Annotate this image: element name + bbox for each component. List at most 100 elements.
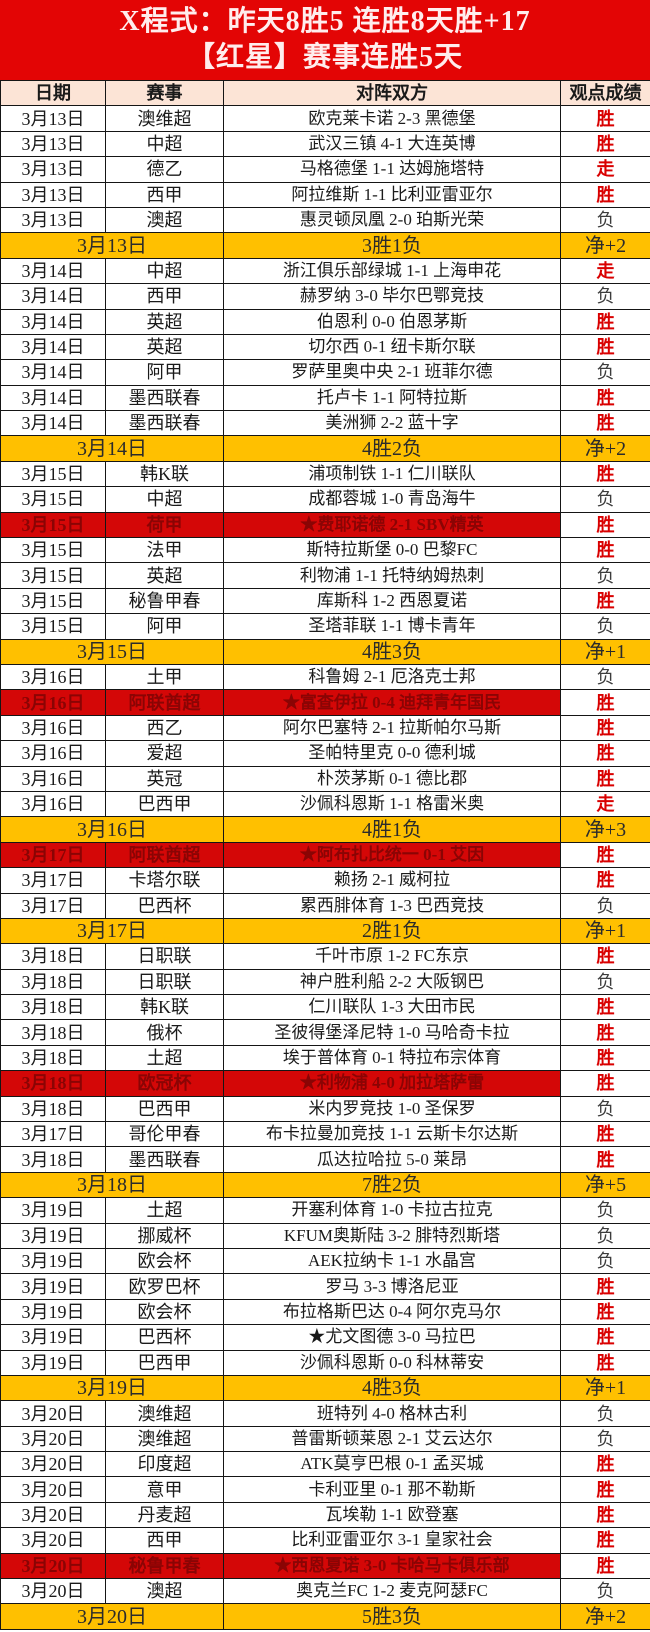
- match-row: 3月14日 西甲 赫罗纳 3-0 毕尔巴鄂竞技负: [0, 283, 650, 310]
- match-row: 3月16日 爱超 圣帕特里克 0-0 德利城胜: [0, 740, 650, 767]
- match-cell: ★阿布扎比统一 0-1 艾因: [223, 841, 561, 869]
- match-cell: 普雷斯顿莱恩 2-1 艾云达尔: [223, 1425, 561, 1453]
- match-row: 3月20日 丹麦超 瓦埃勒 1-1 欧登塞胜: [0, 1501, 650, 1529]
- match-row: 3月16日 英冠 朴茨茅斯 0-1 德比郡胜: [0, 765, 650, 792]
- date-cell: 3月14日: [0, 359, 106, 386]
- result-cell: 胜: [560, 537, 650, 564]
- match-cell: 浦项制铁 1-1 仁川联队: [223, 460, 561, 488]
- league-cell: 韩K联: [105, 460, 224, 488]
- match-row: 3月19日 土超 开塞利体育 1-0 卡拉古拉克负: [0, 1197, 650, 1224]
- match-row: 3月19日 欧罗巴杯 罗马 3-3 博洛尼亚胜: [0, 1273, 650, 1300]
- result-cell: 胜: [560, 308, 650, 335]
- date-cell: 3月20日: [0, 1552, 106, 1580]
- match-row: 3月16日 土甲 科鲁姆 2-1 厄洛克士邦负: [0, 663, 650, 691]
- match-cell: 切尔西 0-1 纽卡斯尔联: [223, 333, 561, 361]
- summary-date: 3月20日: [0, 1603, 224, 1630]
- result-cell: 胜: [560, 867, 650, 894]
- result-cell: 胜: [560, 1324, 650, 1351]
- league-cell: 巴西杯: [105, 892, 224, 919]
- date-cell: 3月13日: [0, 206, 106, 234]
- match-row: 3月20日 意甲 卡利亚里 0-1 那不勒斯胜: [0, 1476, 650, 1503]
- match-cell: 埃于普体育 0-1 特拉布宗体育: [223, 1044, 561, 1072]
- date-cell: 3月16日: [0, 689, 106, 716]
- match-row: 3月14日 英超 伯恩利 0-0 伯恩茅斯胜: [0, 308, 650, 335]
- league-cell: 英超: [105, 333, 224, 361]
- result-cell: 负: [560, 562, 650, 589]
- match-row: 3月13日 澳超 惠灵顿凤凰 2-0 珀斯光荣负: [0, 206, 650, 234]
- date-cell: 3月15日: [0, 587, 106, 615]
- match-cell: 利物浦 1-1 托特纳姆热刺: [223, 562, 561, 589]
- league-cell: 俄杯: [105, 1019, 224, 1046]
- result-cell: 胜: [560, 1070, 650, 1097]
- match-row: 3月14日 阿甲 罗萨里奥中央 2-1 班菲尔德负: [0, 359, 650, 386]
- result-cell: 胜: [560, 1349, 650, 1376]
- date-cell: 3月18日: [0, 968, 106, 996]
- match-cell: 惠灵顿凤凰 2-0 珀斯光荣: [223, 206, 561, 234]
- result-cell: 胜: [560, 333, 650, 361]
- match-row: 3月15日 中超 成都蓉城 1-0 青岛海牛负: [0, 486, 650, 513]
- date-cell: 3月20日: [0, 1425, 106, 1453]
- result-cell: 胜: [560, 1298, 650, 1326]
- league-cell: 阿甲: [105, 613, 224, 640]
- summary-net: 净+3: [560, 816, 650, 843]
- date-cell: 3月16日: [0, 765, 106, 792]
- date-cell: 3月19日: [0, 1298, 106, 1326]
- match-cell: 罗马 3-3 博洛尼亚: [223, 1273, 561, 1300]
- match-row: 3月18日 俄杯 圣彼得堡泽尼特 1-0 马哈奇卡拉胜: [0, 1019, 650, 1046]
- league-cell: 巴西甲: [105, 1349, 224, 1376]
- match-row: 3月20日 澳维超 普雷斯顿莱恩 2-1 艾云达尔负: [0, 1425, 650, 1453]
- match-cell: 罗萨里奥中央 2-1 班菲尔德: [223, 359, 561, 386]
- summary-record: 2胜1负: [223, 917, 561, 945]
- match-row: 3月14日 中超 浙江俱乐部绿城 1-1 上海申花走: [0, 257, 650, 285]
- result-cell: 胜: [560, 714, 650, 742]
- match-cell: 马格德堡 1-1 达姆施塔特: [223, 156, 561, 183]
- date-cell: 3月13日: [0, 181, 106, 208]
- date-cell: 3月18日: [0, 1146, 106, 1173]
- league-cell: 阿甲: [105, 359, 224, 386]
- match-cell: ★利物浦 4-0 加拉塔萨雷: [223, 1070, 561, 1097]
- result-cell: 负: [560, 1247, 650, 1275]
- league-cell: 印度超: [105, 1451, 224, 1478]
- result-cell: 胜: [560, 1527, 650, 1554]
- match-row: 3月20日 西甲 比利亚雷亚尔 3-1 皇家社会胜: [0, 1527, 650, 1554]
- summary-record: 3胜1负: [223, 232, 561, 259]
- match-row: 3月18日 土超 埃于普体育 0-1 特拉布宗体育胜: [0, 1044, 650, 1072]
- league-cell: 墨西联春: [105, 1146, 224, 1173]
- date-cell: 3月20日: [0, 1400, 106, 1427]
- match-cell: 托卢卡 1-1 阿特拉斯: [223, 384, 561, 412]
- match-cell: 班特列 4-0 格林古利: [223, 1400, 561, 1427]
- match-cell: 库斯科 1-2 西恩夏诺: [223, 587, 561, 615]
- date-cell: 3月18日: [0, 994, 106, 1021]
- match-row: 3月18日 日职联 神户胜利船 2-2 大阪钢巴负: [0, 968, 650, 996]
- date-cell: 3月20日: [0, 1501, 106, 1529]
- league-cell: 西甲: [105, 283, 224, 310]
- match-cell: 朴茨茅斯 0-1 德比郡: [223, 765, 561, 792]
- match-cell: 瓜达拉哈拉 5-0 莱昂: [223, 1146, 561, 1173]
- league-cell: 法甲: [105, 537, 224, 564]
- result-cell: 胜: [560, 1476, 650, 1503]
- match-cell: 成都蓉城 1-0 青岛海牛: [223, 486, 561, 513]
- match-cell: 布拉格斯巴达 0-4 阿尔克马尔: [223, 1298, 561, 1326]
- date-cell: 3月16日: [0, 790, 106, 818]
- summary-record: 4胜3负: [223, 1374, 561, 1402]
- match-row: 3月19日 欧会杯 布拉格斯巴达 0-4 阿尔克马尔胜: [0, 1298, 650, 1326]
- match-cell: 米内罗竞技 1-0 圣保罗: [223, 1095, 561, 1123]
- match-cell: 沙佩科恩斯 1-1 格雷米奥: [223, 790, 561, 818]
- column-header-league: 赛事: [105, 79, 224, 107]
- result-cell: 负: [560, 1222, 650, 1249]
- match-cell: 欧克莱卡诺 2-3 黑德堡: [223, 105, 561, 132]
- league-cell: 荷甲: [105, 511, 224, 539]
- match-cell: 仁川联队 1-3 大田市民: [223, 994, 561, 1021]
- result-cell: 胜: [560, 1044, 650, 1072]
- league-cell: 日职联: [105, 968, 224, 996]
- league-cell: 韩K联: [105, 994, 224, 1021]
- result-cell: 走: [560, 156, 650, 183]
- summary-date: 3月16日: [0, 816, 224, 843]
- date-cell: 3月16日: [0, 663, 106, 691]
- date-cell: 3月20日: [0, 1578, 106, 1605]
- match-row: 3月13日 澳维超 欧克莱卡诺 2-3 黑德堡胜: [0, 105, 650, 132]
- date-cell: 3月14日: [0, 308, 106, 335]
- match-cell: 浙江俱乐部绿城 1-1 上海申花: [223, 257, 561, 285]
- date-cell: 3月14日: [0, 384, 106, 412]
- result-cell: 负: [560, 283, 650, 310]
